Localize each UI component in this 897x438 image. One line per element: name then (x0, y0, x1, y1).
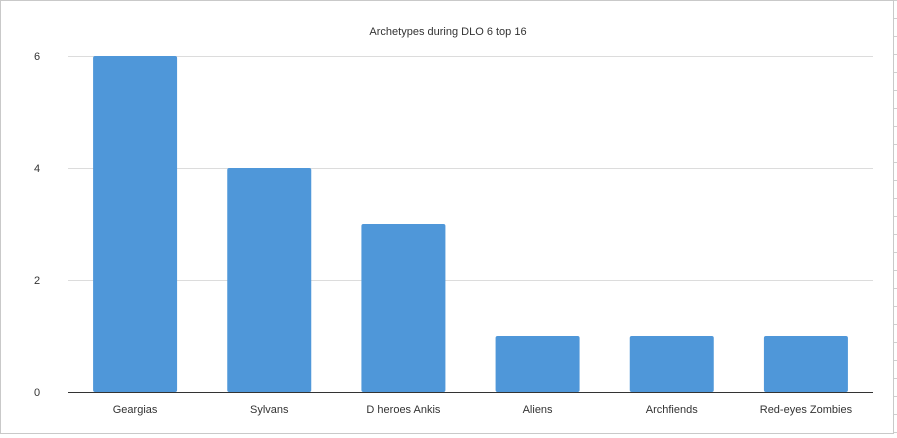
bar (495, 336, 580, 392)
bar (93, 56, 178, 392)
y-tick-label: 2 (34, 275, 40, 287)
bar (227, 168, 312, 392)
x-tick-label: Archfiends (646, 404, 698, 416)
y-tick-label: 4 (34, 163, 40, 175)
x-tick-label: Sylvans (250, 404, 289, 416)
y-tick-label: 6 (34, 51, 40, 63)
chart-title: Archetypes during DLO 6 top 16 (369, 26, 526, 38)
x-tick-label: Geargias (113, 404, 158, 416)
x-tick-label: D heroes Ankis (366, 404, 440, 416)
y-tick-label: 0 (34, 387, 40, 399)
frame-edge-decoration (894, 0, 897, 438)
bar (763, 336, 848, 392)
y-axis-ticks: 0 2 4 6 (34, 51, 40, 399)
x-axis-ticks: Geargias Sylvans D heroes Ankis Aliens Archf… (113, 404, 853, 416)
bar (361, 224, 446, 392)
bars (93, 56, 848, 392)
bar (629, 336, 714, 392)
x-tick-label: Red-eyes Zombies (760, 404, 853, 416)
x-tick-label: Aliens (523, 404, 553, 416)
gridlines (68, 56, 873, 393)
